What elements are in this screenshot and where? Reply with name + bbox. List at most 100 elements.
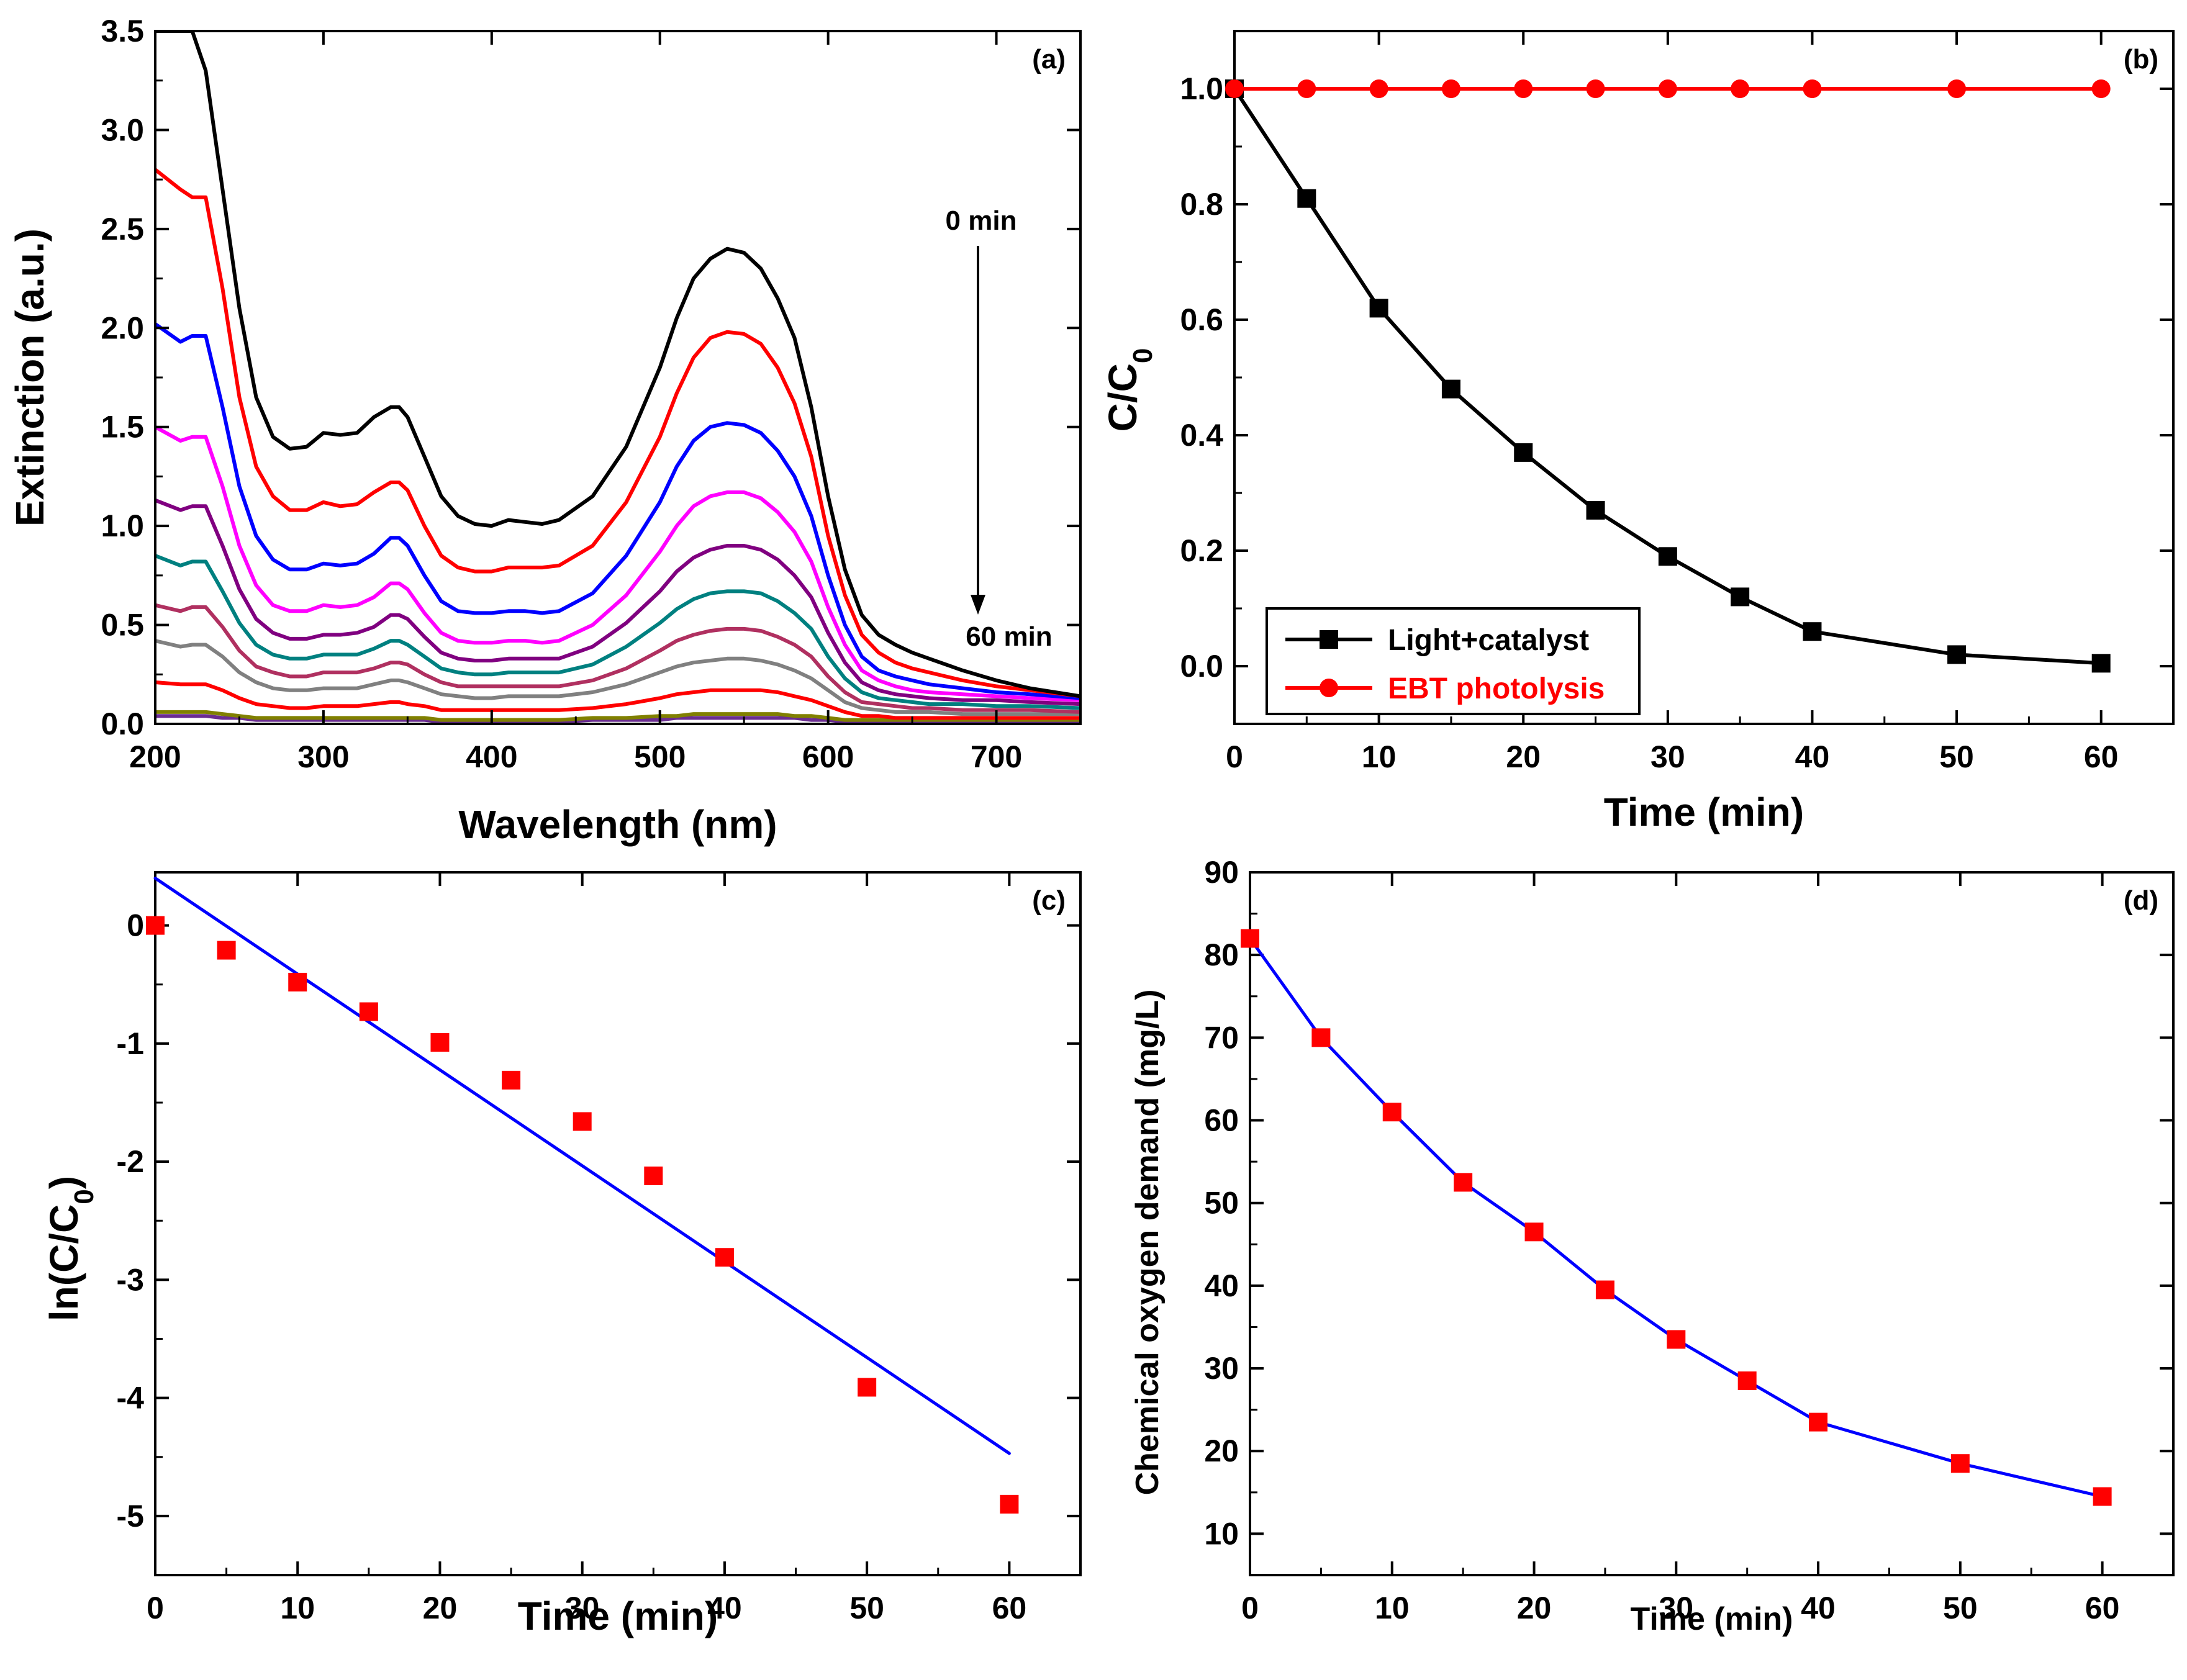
point-cod bbox=[1454, 1173, 1473, 1192]
panel-d-y-tick-label: 70 bbox=[1204, 1020, 1239, 1055]
panel-a-y-tick-label: 0.5 bbox=[101, 608, 144, 643]
point-cod bbox=[1809, 1412, 1828, 1432]
point-ebt-photolysis bbox=[2091, 79, 2111, 98]
point-ebt-photolysis bbox=[1803, 79, 1822, 98]
point-cod bbox=[1595, 1280, 1614, 1299]
point-ln-c-c0 bbox=[644, 1166, 663, 1185]
point-ln-c-c0 bbox=[359, 1002, 378, 1021]
panel-b-y-tick-label: 0.0 bbox=[1180, 649, 1223, 684]
series-line-5-min bbox=[155, 168, 1080, 698]
panel-d-x-axis-label: Time (min) bbox=[1631, 1601, 1793, 1637]
panel-b-y-tick-label: 0.4 bbox=[1180, 418, 1223, 453]
point-ebt-photolysis bbox=[1369, 79, 1388, 98]
point-ln-c-c0 bbox=[858, 1378, 877, 1397]
panel-b-x-tick-label: 60 bbox=[2084, 739, 2119, 774]
panel-a-x-tick-label: 400 bbox=[466, 739, 517, 774]
panel-c-plot-frame bbox=[154, 871, 1082, 1576]
series-line-60-min bbox=[155, 714, 1080, 724]
point-ln-c-c0 bbox=[430, 1032, 450, 1052]
panel-b-x-tick-label: 50 bbox=[1939, 739, 1974, 774]
series-line-30-min bbox=[155, 603, 1080, 714]
panel-a-x-tick-label: 500 bbox=[634, 739, 686, 774]
panel-b-panel-label: (b) bbox=[2124, 44, 2158, 75]
panel-b-x-tick-label: 20 bbox=[1506, 739, 1541, 774]
panel-c-x-tick-label: 0 bbox=[147, 1591, 164, 1625]
panel-d-y-tick-label: 20 bbox=[1204, 1434, 1239, 1468]
point-ln-c-c0 bbox=[288, 972, 307, 991]
panel-a-plot-frame bbox=[154, 30, 1082, 725]
panel-d-y-axis-label: Chemical oxygen demand (mg/L) bbox=[1130, 990, 1166, 1496]
panel-a-x-tick-label: 200 bbox=[129, 739, 181, 774]
panel-c-x-tick-label: 30 bbox=[565, 1591, 600, 1625]
point-cod bbox=[1241, 929, 1259, 948]
panel-d-x-tick-label: 30 bbox=[1659, 1591, 1693, 1625]
point-light-catalyst bbox=[1514, 443, 1533, 462]
panel-d-x-tick-label: 60 bbox=[2085, 1591, 2120, 1625]
point-ebt-photolysis bbox=[1658, 79, 1677, 98]
panel-d-x-tick-label: 10 bbox=[1375, 1591, 1410, 1625]
panel-b-x-tick-label: 40 bbox=[1795, 739, 1830, 774]
point-ebt-photolysis bbox=[1947, 79, 1967, 98]
series-line-35-min bbox=[155, 639, 1080, 716]
point-light-catalyst bbox=[1369, 299, 1388, 318]
legend-marker-ebt-photolysis bbox=[1320, 679, 1338, 697]
point-ln-c-c0 bbox=[217, 941, 236, 960]
panel-c-y-axis-label: ln(C/C0) bbox=[42, 1176, 99, 1321]
point-light-catalyst bbox=[2091, 654, 2111, 673]
panel-c-y-axis-label-main: ln(C/C bbox=[42, 1204, 86, 1321]
legend-label-light-catalyst: Light+catalyst bbox=[1388, 624, 1589, 657]
legend-label-ebt-photolysis: EBT photolysis bbox=[1388, 672, 1605, 705]
panel-c-y-axis-label-end: ) bbox=[42, 1176, 86, 1189]
series-line-25-min bbox=[155, 554, 1080, 710]
point-ln-c-c0 bbox=[1000, 1494, 1019, 1514]
series-line-linear-fit bbox=[153, 877, 1011, 1455]
panel-d-y-tick-label: 50 bbox=[1204, 1186, 1239, 1221]
panel-a-y-tick-label: 2.0 bbox=[101, 310, 144, 345]
panel-c-x-axis-label: Time (min) bbox=[518, 1594, 718, 1638]
panel-c: 0 10 20 30 40 50 60 0 -1 -2 -3 -4 -5 (c) Time (min) ln(… bbox=[42, 871, 1082, 1638]
point-ln-c-c0 bbox=[502, 1070, 521, 1090]
panel-a-x-tick-label: 700 bbox=[971, 739, 1022, 774]
panel-a-y-tick-label: 0.0 bbox=[101, 707, 144, 741]
panel-d-x-tick-label: 0 bbox=[1241, 1591, 1259, 1625]
panel-c-y-tick-label: -3 bbox=[117, 1262, 144, 1297]
panel-b-y-axis-label: C/C0 bbox=[1100, 348, 1158, 432]
point-light-catalyst bbox=[1586, 500, 1605, 520]
panel-d-x-tick-label: 40 bbox=[1801, 1591, 1836, 1625]
panel-a-panel-label: (a) bbox=[1032, 44, 1066, 75]
point-ebt-photolysis bbox=[1225, 79, 1244, 98]
panel-a-x-axis-label: Wavelength (nm) bbox=[458, 802, 777, 847]
panel-a-y-axis-label: Extinction (a.u.) bbox=[7, 228, 52, 526]
panel-d-y-tick-label: 40 bbox=[1204, 1268, 1239, 1303]
panel-b-y-tick-label: 0.8 bbox=[1180, 187, 1223, 222]
point-ebt-photolysis bbox=[1586, 79, 1605, 98]
series-line-light-catalyst bbox=[1233, 87, 2103, 666]
panel-c-y-tick-label: 0 bbox=[127, 908, 144, 943]
panel-b-y-axis-label-main: C/C bbox=[1100, 363, 1145, 431]
point-cod bbox=[1667, 1330, 1686, 1349]
series-line-15-min bbox=[155, 425, 1080, 702]
panel-b-y-tick-label: 0.6 bbox=[1180, 302, 1223, 337]
panel-c-x-tick-label: 20 bbox=[423, 1591, 458, 1625]
panel-b-x-tick-label: 30 bbox=[1650, 739, 1685, 774]
panel-b-x-axis-label: Time (min) bbox=[1604, 790, 1804, 834]
series-line-50-min bbox=[155, 710, 1080, 722]
series-line-10-min bbox=[155, 322, 1080, 700]
series-line-20-min bbox=[155, 498, 1080, 707]
panel-a-y-tick-label: 3.5 bbox=[101, 14, 144, 48]
point-cod bbox=[1737, 1371, 1757, 1391]
point-cod bbox=[2093, 1487, 2112, 1506]
panel-c-x-tick-label: 40 bbox=[707, 1591, 742, 1625]
panel-b-x-tick-label: 10 bbox=[1362, 739, 1397, 774]
panel-a-x-tick-label: 600 bbox=[802, 739, 854, 774]
point-ebt-photolysis bbox=[1441, 79, 1460, 98]
panel-a-y-tick-label: 2.5 bbox=[101, 212, 144, 246]
panel-d-panel-label: (d) bbox=[2124, 885, 2158, 916]
point-cod bbox=[1950, 1454, 1970, 1473]
panel-d-y-tick-label: 10 bbox=[1204, 1516, 1239, 1551]
panel-c-y-tick-label: -2 bbox=[117, 1144, 144, 1179]
panel-a: 200 300 400 500 600 700 0.0 0.5 1.0 1.5 2.0 2.5 3.0 3… bbox=[7, 14, 1082, 847]
panel-d-plot-frame bbox=[1249, 871, 2175, 1576]
series-line-cod bbox=[1248, 937, 2104, 1498]
